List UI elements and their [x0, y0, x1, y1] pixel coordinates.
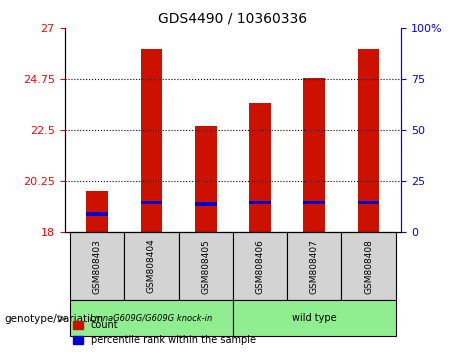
Text: GSM808407: GSM808407 [310, 239, 319, 293]
Text: GSM808408: GSM808408 [364, 239, 373, 293]
FancyBboxPatch shape [233, 232, 287, 300]
Text: GSM808404: GSM808404 [147, 239, 156, 293]
Bar [249, 103, 271, 232]
Title: GDS4490 / 10360336: GDS4490 / 10360336 [158, 12, 307, 26]
FancyBboxPatch shape [178, 232, 233, 300]
Bar [249, 201, 271, 204]
Bar [86, 192, 108, 232]
Text: LmnaG609G/G609G knock-in: LmnaG609G/G609G knock-in [90, 314, 213, 323]
FancyBboxPatch shape [124, 232, 178, 300]
Bar [141, 49, 162, 232]
FancyBboxPatch shape [233, 300, 396, 336]
Bar [195, 126, 217, 232]
Bar [86, 212, 108, 216]
Text: genotype/variation: genotype/variation [5, 314, 104, 324]
Bar [303, 201, 325, 204]
Bar [195, 202, 217, 206]
FancyBboxPatch shape [70, 232, 124, 300]
FancyBboxPatch shape [287, 232, 341, 300]
Text: GSM808406: GSM808406 [255, 239, 265, 293]
Bar [141, 201, 162, 204]
Text: GSM808405: GSM808405 [201, 239, 210, 293]
Bar [358, 201, 379, 204]
Legend: count, percentile rank within the sample: count, percentile rank within the sample [70, 316, 260, 349]
FancyBboxPatch shape [341, 232, 396, 300]
Text: wild type: wild type [292, 313, 337, 323]
Bar [303, 78, 325, 232]
Text: GSM808403: GSM808403 [93, 239, 101, 293]
FancyBboxPatch shape [70, 300, 233, 336]
Bar [358, 49, 379, 232]
